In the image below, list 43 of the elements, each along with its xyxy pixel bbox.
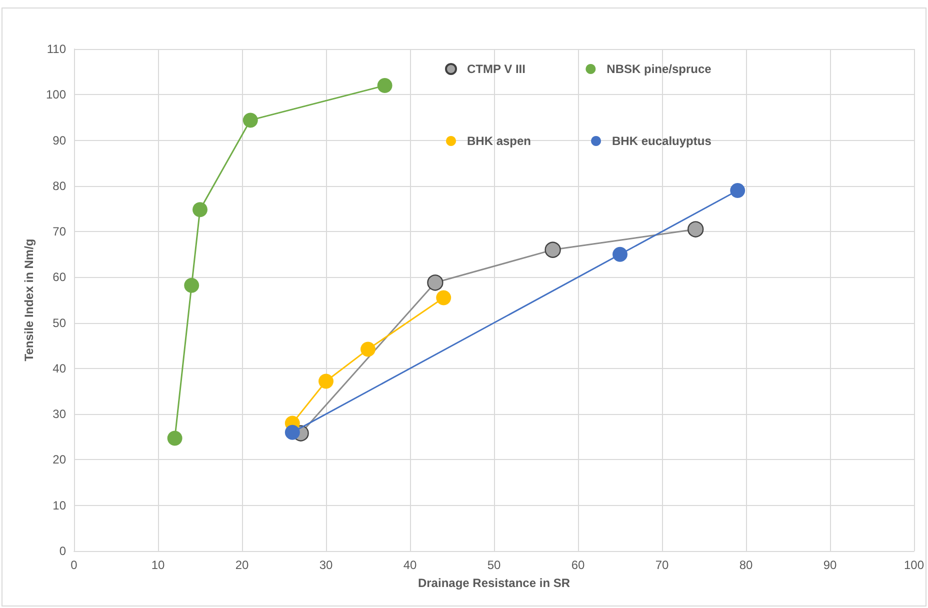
y-tick-label: 70 [52, 224, 66, 239]
x-tick-label: 100 [904, 558, 924, 572]
legend-label: BHK aspen [467, 134, 532, 148]
point [167, 430, 182, 446]
y-tick-label: 30 [52, 407, 66, 422]
x-axis-title: Drainage Resistance in SR [418, 576, 570, 590]
point [544, 242, 561, 258]
point [242, 112, 258, 128]
x-tick-label: 0 [70, 558, 78, 572]
y-tick-label: 80 [52, 178, 66, 193]
y-tick-label: 0 [59, 544, 66, 558]
point [284, 424, 300, 440]
x-tick-label: 70 [655, 558, 669, 572]
y-axis-title: Tensile Index in Nm/g [22, 238, 36, 362]
legend-label: BHK eucaluyptus [612, 134, 712, 148]
x-tick-label: 30 [319, 558, 333, 572]
legend-label: NBSK pine/spruce [606, 62, 712, 76]
point [427, 274, 444, 291]
y-tick-label: 50 [52, 316, 66, 330]
point [360, 342, 376, 357]
y-tick-label: 60 [52, 270, 66, 284]
point [688, 221, 704, 238]
y-tick-label: 10 [52, 498, 66, 512]
x-tick-label: 10 [151, 558, 165, 572]
legend-label: CTMP V III [467, 62, 526, 76]
x-tick-label: 60 [571, 558, 585, 572]
y-tick-label: 100 [46, 88, 66, 102]
point [377, 78, 392, 94]
y-tick-label: 90 [52, 133, 66, 148]
point [318, 374, 334, 389]
y-tick-label: 40 [52, 361, 66, 376]
x-tick-label: 50 [487, 558, 501, 572]
y-tick-label: 110 [46, 42, 66, 56]
x-tick-label: 20 [235, 558, 249, 572]
x-tick-label: 40 [403, 558, 417, 572]
x-tick-label: 90 [823, 558, 837, 572]
point [192, 202, 208, 218]
y-tick-label: 20 [52, 452, 66, 467]
x-tick-label: 80 [739, 558, 753, 572]
point [436, 290, 452, 306]
point [184, 278, 200, 293]
point [730, 182, 746, 198]
point [612, 246, 628, 262]
